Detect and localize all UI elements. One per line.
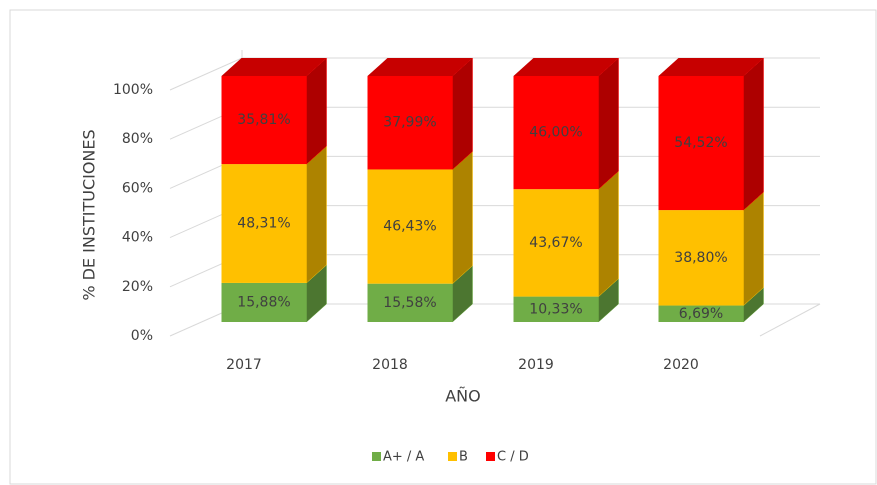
floor-edge [759,303,821,337]
legend-label: B [459,450,468,465]
y-tick-label: 20% [122,279,153,295]
y-tick-label: 100% [113,82,153,98]
y-tick-label: 0% [131,328,153,344]
y-tick-label: 80% [122,131,153,147]
bar-side [452,57,473,171]
data-label: 15,58% [383,295,436,311]
legend-label: A+ / A [383,450,424,465]
x-axis-title: AÑO [445,387,481,406]
bar [221,76,307,165]
x-tick-label: 2019 [518,357,554,373]
bar-top [367,58,473,76]
legend-swatch [448,452,457,461]
data-label: 46,43% [383,219,436,235]
bar [658,210,744,306]
bar-side [306,57,327,165]
bar-top [221,58,327,76]
bar [367,169,453,284]
bar [513,76,599,190]
x-tick-label: 2017 [226,357,262,373]
y-tick-label: 40% [122,230,153,246]
data-label: 48,31% [237,216,290,232]
bar-side [598,57,619,190]
x-tick-label: 2020 [663,357,699,373]
bar [221,164,307,283]
data-label: 37,99% [383,115,436,131]
data-label: 15,88% [237,294,290,310]
bar-side [598,170,619,298]
bar [513,296,599,322]
data-label: 43,67% [529,235,582,251]
bar [367,283,453,322]
data-label: 35,81% [237,112,290,128]
bar-side [743,57,764,211]
data-label: 10,33% [529,301,582,317]
legend-swatch [372,452,381,461]
y-axis-title: % DE INSTITUCIONES [80,129,99,300]
bar [367,76,453,170]
data-label: 38,80% [674,250,727,266]
bar [658,75,744,211]
bar-side [452,150,473,285]
bar-top [658,57,764,76]
x-tick-label: 2018 [372,357,408,373]
legend-swatch [486,452,495,461]
legend-label: C / D [497,450,529,465]
y-tick-label: 60% [122,180,153,196]
data-label: 54,52% [674,135,727,151]
bar [221,282,307,322]
bar [513,189,599,297]
data-label: 46,00% [529,125,582,141]
bar-top [513,58,619,76]
bar-side [743,191,764,307]
bar-side [306,145,327,284]
bar [658,305,744,322]
data-label: 6,69% [679,306,723,322]
